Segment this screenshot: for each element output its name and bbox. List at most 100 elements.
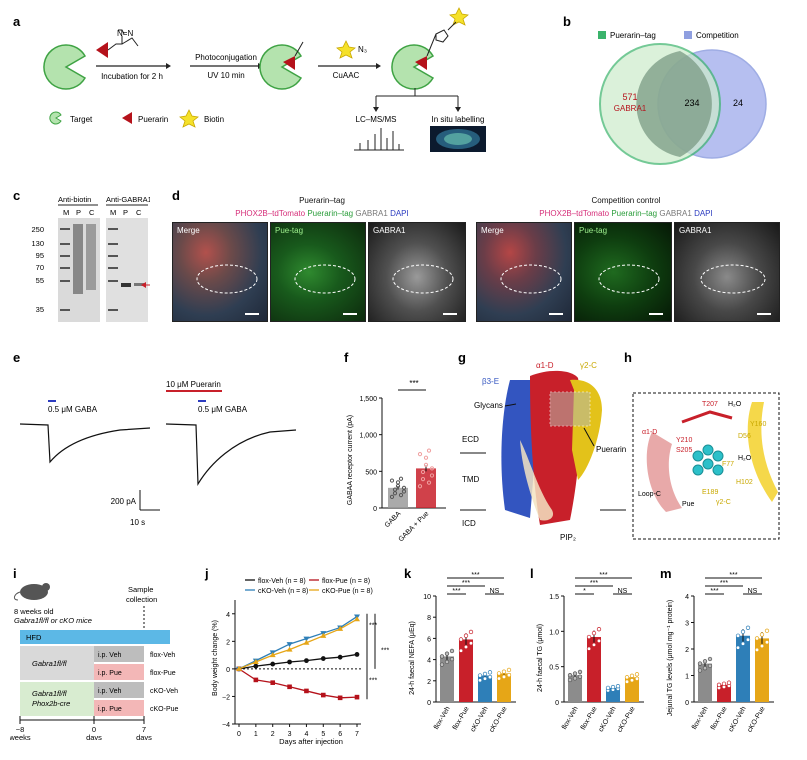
m-ytick-label: 1: [685, 674, 689, 681]
j-point: [320, 692, 326, 698]
h-label-e189: E189: [702, 489, 718, 496]
blot-header-gabra1: Anti-GABRA1: [106, 195, 150, 204]
j-series-line: [238, 653, 358, 670]
m-xtick-label: flox-Veh: [691, 705, 710, 730]
panel-label-k: k: [404, 566, 412, 581]
mouse-icon: [20, 584, 48, 600]
lane-m1: M: [63, 208, 69, 217]
k-point: [501, 674, 507, 679]
l-xtick-label: cKO-Veh: [598, 705, 618, 733]
m-point: [707, 656, 713, 662]
f-point: [423, 455, 429, 460]
j-series-line: [238, 615, 358, 670]
m-point: [697, 668, 703, 673]
k-point: [477, 673, 483, 678]
l-y-axis-label: 24-h faecal TG (μmol): [537, 624, 544, 692]
i-group-name-3: cKO-Veh: [150, 688, 178, 695]
legend-biotin: Biotin: [204, 115, 224, 124]
panel-h-binding-site: α1-D T207 H₂O Y160 D56 Y210 S205 F77 H₂O…: [632, 392, 780, 540]
f-significance: ***: [409, 379, 418, 388]
f-point: [395, 480, 401, 485]
g-pip2-label: PIP₂: [560, 533, 576, 542]
j-xtick-label: 4: [304, 731, 308, 738]
j-y-axis-label: Body weight change (%): [212, 620, 219, 696]
j-series-line: [238, 668, 358, 699]
h-label-alpha1: α1-D: [642, 429, 657, 436]
i-group-name-4: cKO-Pue: [150, 706, 179, 713]
j-point: [253, 677, 259, 683]
l-xtick-label: flox-Pue: [580, 705, 599, 731]
panel-k-bar-chart: 24-h faecal NEFA (μEq) 0 2 4 6 8 10 flox-Veh fl…: [409, 572, 516, 734]
k-point: [496, 676, 502, 681]
i-group1-label: Gabra1fl/fl: [32, 659, 67, 668]
k-point: [463, 644, 469, 650]
j-significance: ***: [381, 647, 389, 654]
venn-left-count: 571: [622, 92, 637, 102]
m-point: [740, 629, 746, 634]
step2-top-text: Photoconjugation: [195, 53, 257, 62]
j-point: [270, 661, 276, 667]
lane-m2: M: [110, 208, 116, 217]
step2-bottom-text: UV 10 min: [207, 71, 244, 80]
m-significance: ***: [710, 588, 718, 595]
e-gaba-label-right: 0.5 μM GABA: [198, 405, 248, 414]
target-labelled-icon: [391, 44, 435, 90]
k-point: [439, 654, 445, 659]
j-ytick-label: 2: [226, 639, 230, 646]
i-treat-2: i.p. Pue: [98, 670, 122, 677]
m-point: [707, 663, 713, 669]
panel-d-left: Puerarin–tag PHOX2B–tdTomato Puerarin–ta…: [172, 196, 472, 316]
venn-overlap-count: 234: [684, 98, 699, 108]
j-ytick-label: −4: [222, 722, 230, 729]
j-significance: ***: [369, 678, 377, 685]
j-xtick-label: 5: [321, 731, 325, 738]
l-point: [586, 646, 592, 651]
k-point: [477, 678, 483, 683]
i-group-name-1: flox-Veh: [150, 652, 175, 659]
d-merge-image-left: Merge: [172, 222, 268, 322]
l-bar: [568, 675, 582, 702]
k-point: [487, 670, 493, 675]
k-point: [439, 662, 445, 667]
j-xtick-label: 3: [288, 731, 292, 738]
d-gabra1-image-left: GABRA1: [368, 222, 466, 322]
legend-target: Target: [70, 115, 93, 124]
l-ytick-label: 0: [555, 700, 559, 707]
panel-label-l: l: [530, 566, 534, 581]
j-point: [270, 680, 276, 685]
g-chain-beta3: β3-E: [482, 377, 499, 386]
m-ytick-label: 3: [685, 621, 689, 628]
j-legend-label: flox-Pue (n = 8): [322, 578, 370, 585]
panel-label-h: h: [624, 350, 632, 365]
f-ytick-label: 1,000: [359, 433, 377, 440]
venn-legend-right: Competition: [696, 31, 739, 40]
j-point: [303, 636, 310, 642]
j-xtick-label: 6: [338, 731, 342, 738]
j-point: [354, 652, 360, 657]
k-point: [482, 676, 488, 681]
panel-label-c: c: [13, 188, 21, 203]
m-ytick-label: 4: [685, 594, 689, 601]
l-ytick-label: 1.5: [549, 594, 559, 601]
d-puetag-image-right: Pue-tag: [574, 222, 672, 322]
j-ytick-label: 4: [226, 612, 230, 619]
l-point: [591, 642, 597, 647]
l-xtick-label: cKO-Pue: [616, 705, 636, 733]
i-group2-label-b: Phox2b-cre: [32, 699, 70, 708]
k-significance: ***: [471, 572, 479, 579]
k-ytick-label: 2: [427, 679, 431, 686]
panel-c-western: Anti-biotin Anti-GABRA1 M P C M P C 250 …: [31, 195, 150, 322]
f-point: [389, 494, 395, 500]
panel-label-f: f: [344, 350, 349, 365]
j-xtick-label: 7: [355, 731, 359, 738]
lane-c1: C: [89, 208, 95, 217]
k-point: [444, 659, 450, 665]
k-bar: [459, 639, 473, 702]
e-scale-y: 200 pA: [111, 497, 137, 506]
venn-left-gene: GABRA1: [614, 104, 647, 113]
panel-f-bar-chart: GABAA receptor current (pA) *** 0 500 1,00…: [347, 379, 446, 543]
m-bar: [698, 663, 712, 702]
svg-text:N=N: N=N: [117, 29, 133, 38]
m-point: [754, 636, 760, 641]
l-point: [577, 669, 583, 675]
